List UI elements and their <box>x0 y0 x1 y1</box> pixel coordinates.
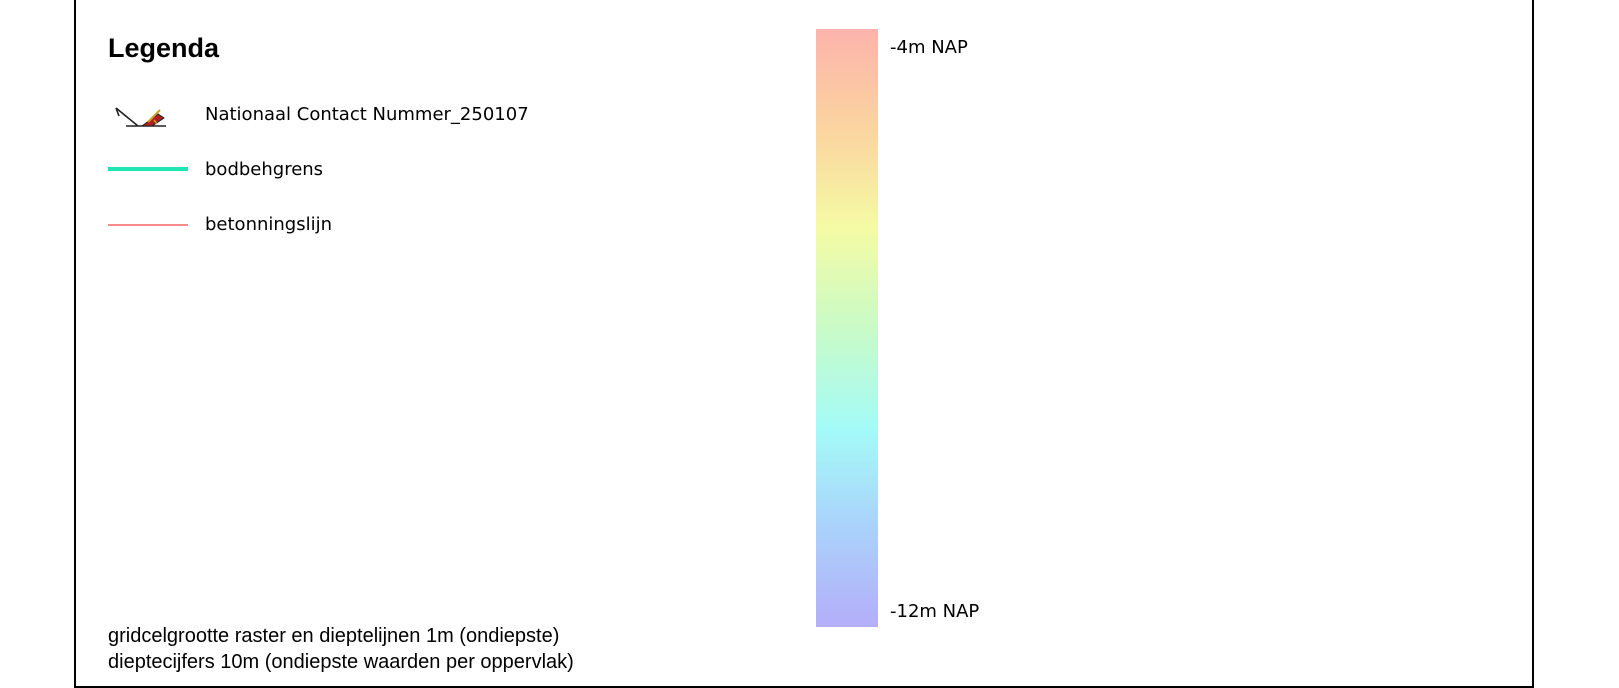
note-gridcel: gridcelgrootte raster en dieptelijnen 1m… <box>108 625 560 647</box>
line-symbol-bodbehgrens <box>108 153 188 187</box>
ramp-bottom-label: -12m NAP <box>890 601 980 622</box>
note-dieptecijfers: dieptecijfers 10m (ondiepste waarden per… <box>108 651 574 673</box>
shipwreck-icon <box>108 98 188 132</box>
legend-label-betonningslijn: betonningslijn <box>205 214 333 235</box>
legend-label-bodbehgrens: bodbehgrens <box>205 159 324 180</box>
legend-label-wreck: Nationaal Contact Nummer_250107 <box>205 104 529 125</box>
legend-item-wreck: Nationaal Contact Nummer_250107 <box>0 98 760 132</box>
legend-item-bodbehgrens: bodbehgrens <box>0 153 760 187</box>
legend-item-betonningslijn: betonningslijn <box>0 208 760 242</box>
depth-color-ramp <box>816 29 878 627</box>
line-symbol-betonningslijn <box>108 208 188 242</box>
legend-title: Legenda <box>108 33 220 63</box>
ramp-top-label: -4m NAP <box>890 37 968 58</box>
